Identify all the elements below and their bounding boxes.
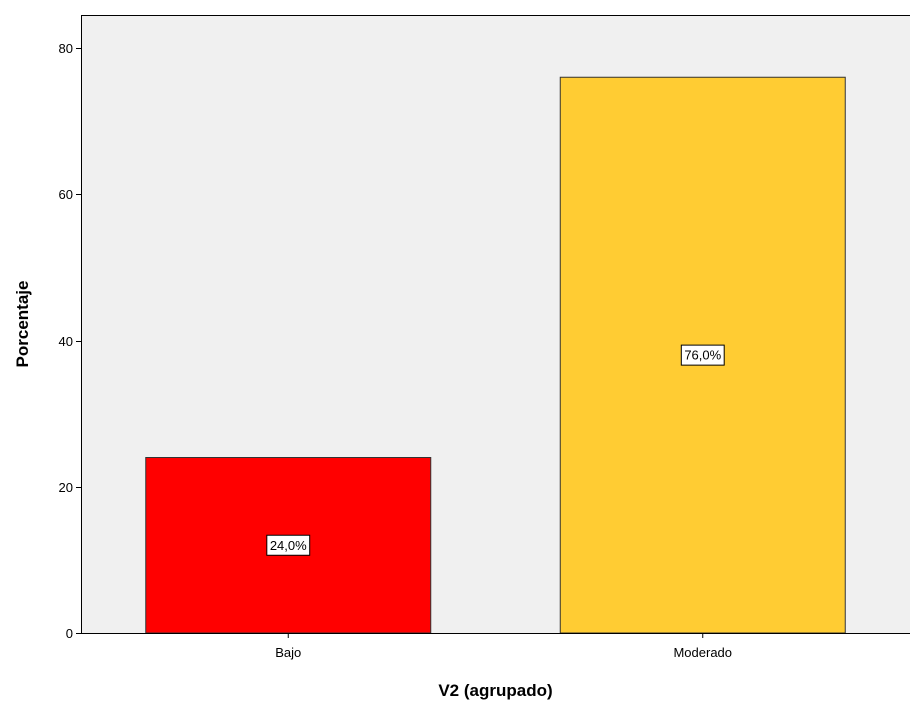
bar-data-label-box: [680, 344, 725, 366]
y-tick-label: 80: [59, 41, 73, 56]
bar-data-label: 24,0%: [270, 538, 307, 553]
y-axis-ticks: 0 20 40 60 80: [59, 41, 81, 641]
y-tick-label: 40: [59, 334, 73, 349]
y-tick-label: 60: [59, 187, 73, 202]
x-axis-title: V2 (agrupado): [438, 681, 552, 700]
x-tick-label: Moderado: [673, 645, 732, 660]
bar-data-label: 76,0%: [684, 348, 721, 363]
bar-data-labels: 24,0% 76,0%: [266, 344, 725, 556]
y-tick-label: 20: [59, 480, 73, 495]
y-axis-title: Porcentaje: [13, 281, 32, 368]
y-tick-label: 0: [66, 626, 73, 641]
x-axis-ticks: Bajo Moderado: [275, 633, 732, 660]
x-tick-label: Bajo: [275, 645, 301, 660]
bar-data-label-box: [266, 534, 311, 556]
